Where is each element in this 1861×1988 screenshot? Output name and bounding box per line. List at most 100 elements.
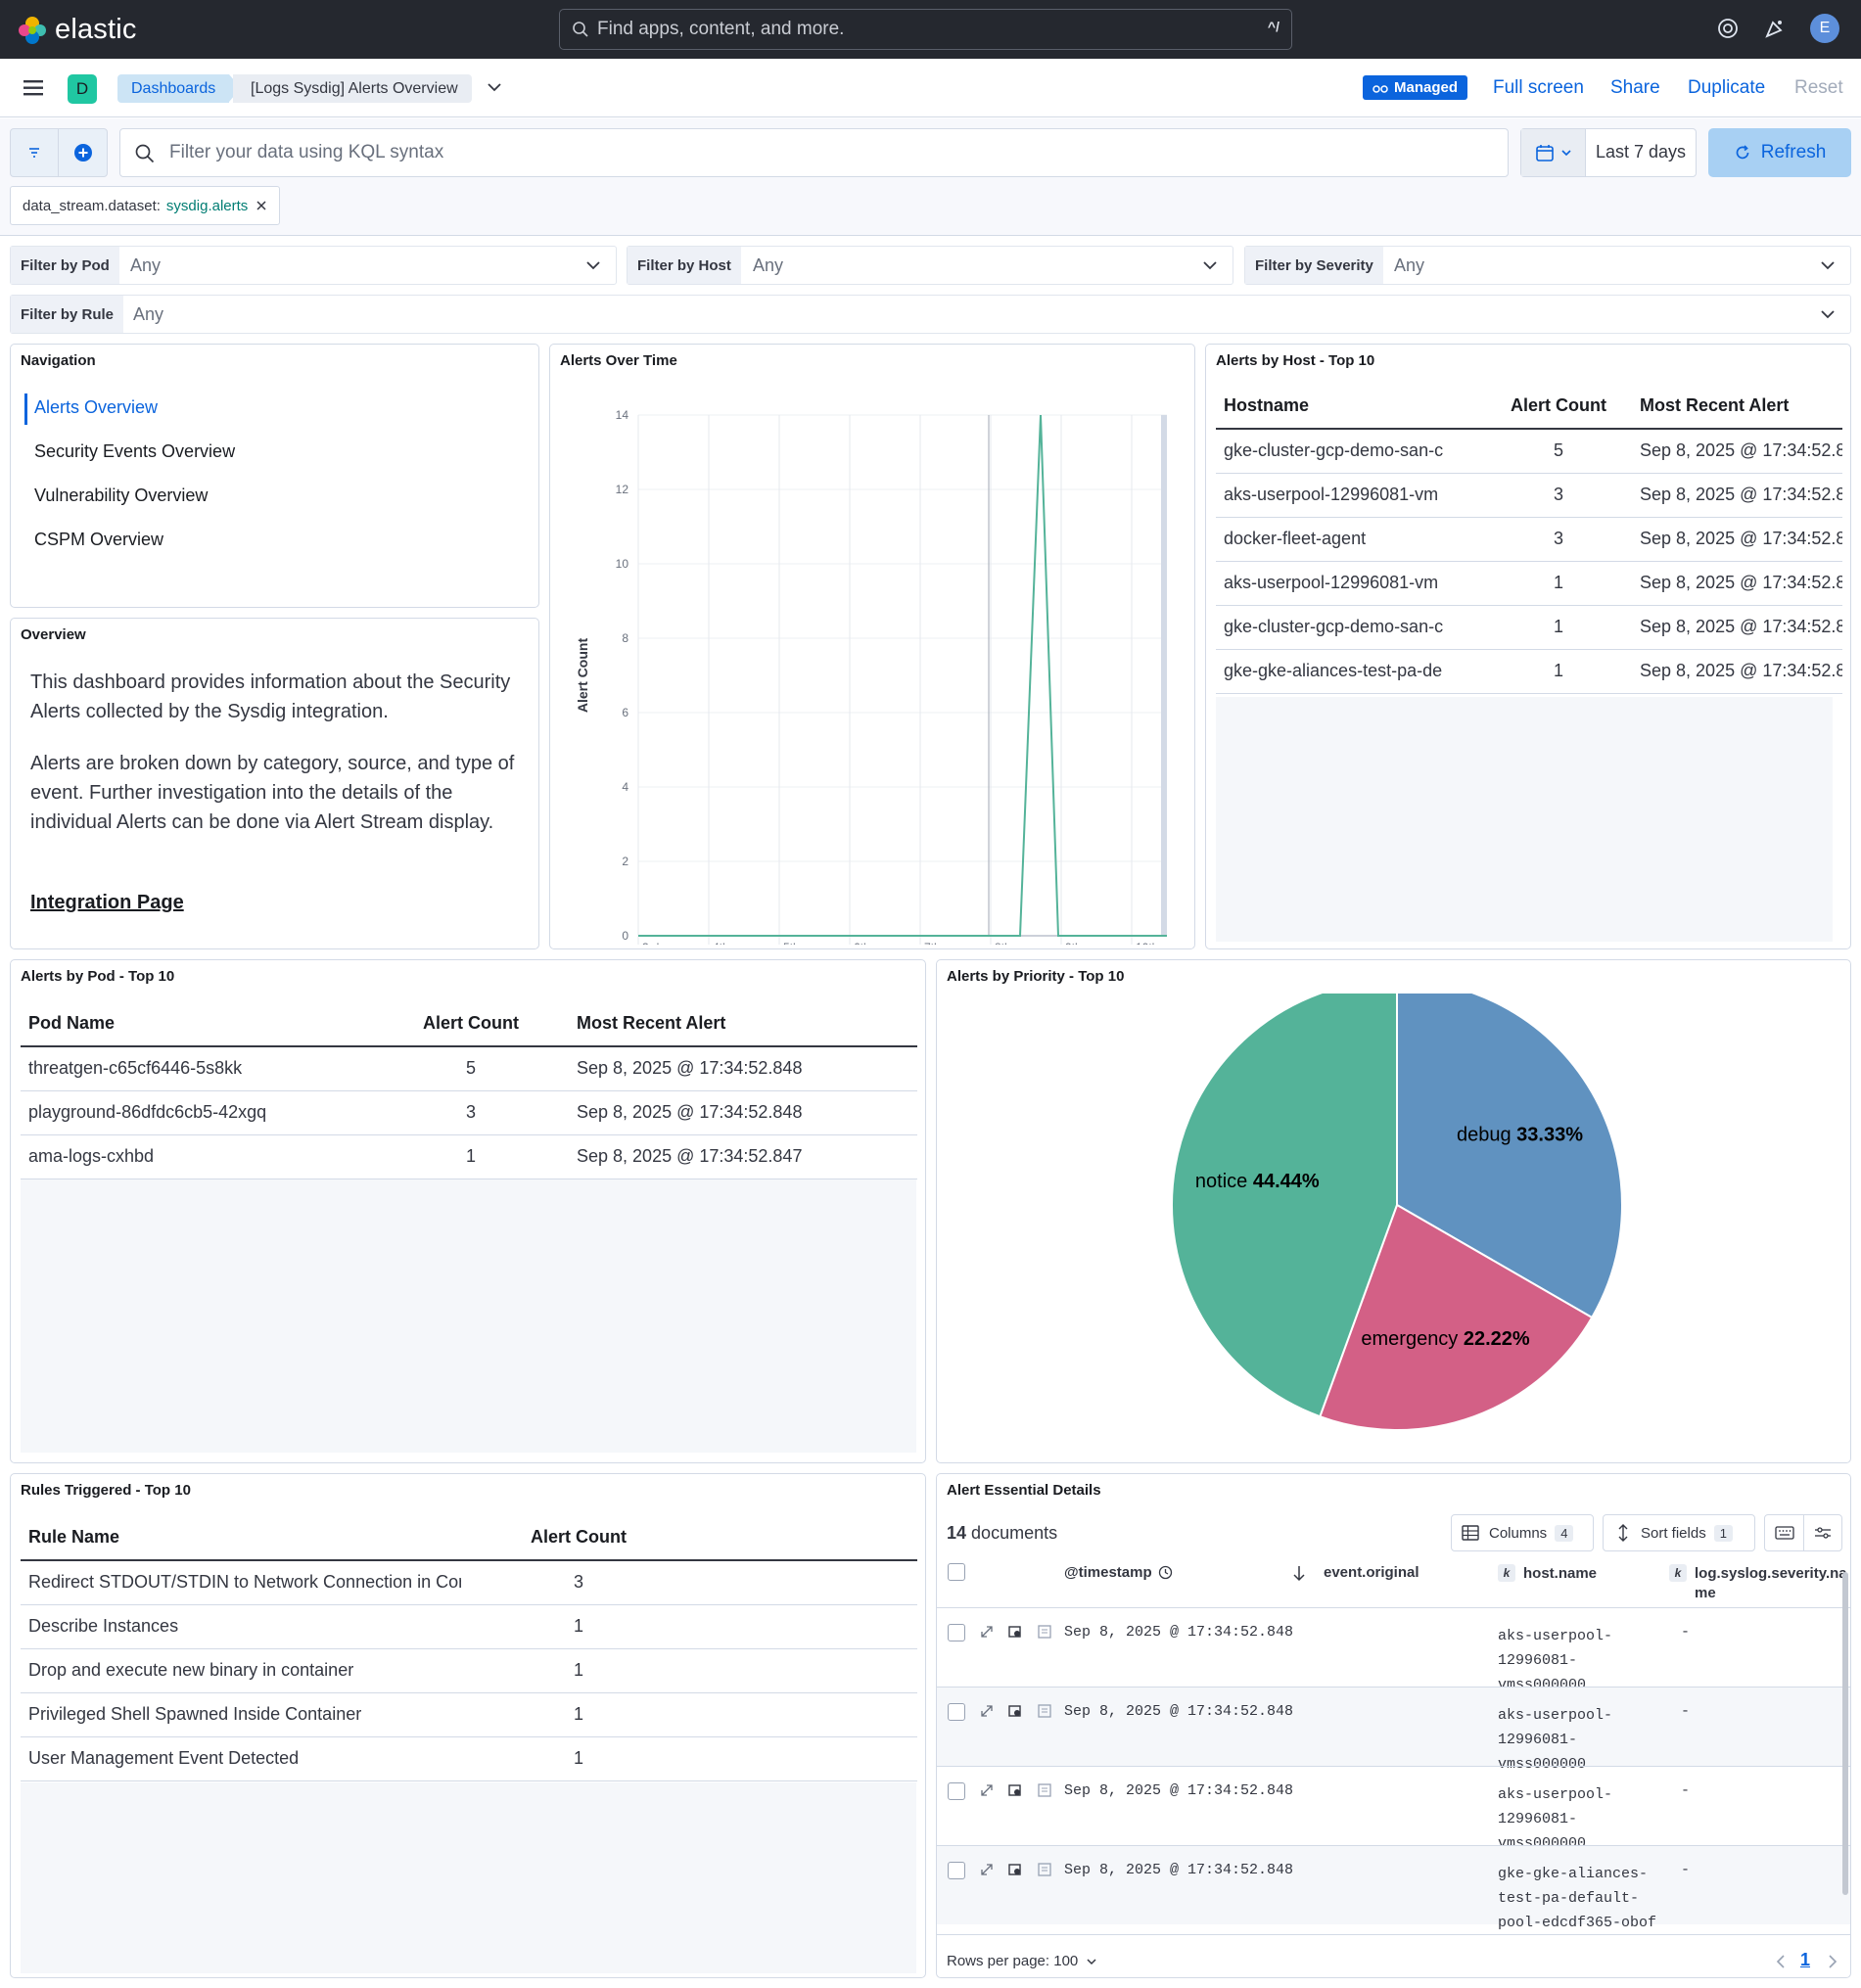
chevron-right-icon[interactable] <box>1826 1954 1839 1969</box>
column-header-event-original[interactable]: event.original <box>1324 1564 1419 1581</box>
hosts-table: Hostname Alert Count Most Recent Alert g… <box>1216 384 1842 694</box>
control-filter-by-severity[interactable]: Filter by Severity Any <box>1244 246 1851 285</box>
kql-query-input[interactable]: Filter your data using KQL syntax <box>119 128 1509 177</box>
sort-fields-count: 1 <box>1713 1524 1733 1542</box>
investigate-icon[interactable] <box>1007 1862 1023 1877</box>
keyboard-shortcuts-button[interactable] <box>1765 1515 1804 1550</box>
breadcrumb-dashboards[interactable]: Dashboards <box>117 74 242 103</box>
data-grid-row[interactable]: Sep 8, 2025 @ 17:34:52.848 aks-userpool- 1… <box>937 1607 1850 1693</box>
global-search-input[interactable]: Find apps, content, and more. ^/ <box>559 9 1292 50</box>
column-header[interactable]: Alert Count <box>461 1515 696 1561</box>
elastic-logo[interactable]: elastic <box>18 14 137 46</box>
nav-link-vulnerability[interactable]: Vulnerability Overview <box>34 485 209 505</box>
cell-host-name: aks-userpool- 12996081- vmss000000 <box>1498 1782 1612 1856</box>
expand-icon[interactable] <box>979 1624 995 1640</box>
expand-icon[interactable] <box>979 1782 995 1798</box>
expand-icon[interactable] <box>979 1703 995 1719</box>
sort-fields-button[interactable]: Sort fields 1 <box>1603 1514 1755 1551</box>
help-icon[interactable] <box>1716 17 1740 40</box>
nav-link-security-events[interactable]: Security Events Overview <box>34 441 236 461</box>
managed-badge: Managed <box>1363 75 1468 100</box>
investigate-icon[interactable] <box>1007 1703 1023 1719</box>
column-header[interactable]: Hostname <box>1216 384 1485 430</box>
row-checkbox[interactable] <box>948 1703 965 1721</box>
news-feed-icon[interactable] <box>1763 17 1787 40</box>
column-header[interactable]: Rule Name <box>21 1515 461 1561</box>
chevron-down-icon <box>1203 261 1217 270</box>
control-filter-by-host[interactable]: Filter by Host Any <box>627 246 1233 285</box>
table-cell: 1 <box>461 1736 696 1781</box>
data-grid-row[interactable]: Sep 8, 2025 @ 17:34:52.848 gke-gke-alianc… <box>937 1845 1850 1931</box>
alert-essential-details-panel: Alert Essential Details 14 documents Col… <box>936 1473 1851 1978</box>
quick-select-button[interactable] <box>1521 129 1586 176</box>
column-header[interactable]: Most Recent Alert <box>569 1001 917 1047</box>
row-checkbox[interactable] <box>948 1782 965 1800</box>
close-icon[interactable] <box>256 200 267 211</box>
duplicate-button[interactable]: Duplicate <box>1688 77 1766 98</box>
control-label: Filter by Rule <box>11 296 124 333</box>
pie-slice-notice[interactable] <box>1171 994 1398 1418</box>
y-tick-label: 14 <box>616 408 629 422</box>
column-header[interactable]: Pod Name <box>21 1001 373 1047</box>
column-header-severity[interactable]: k log.syslog.severity.name <box>1669 1564 1850 1603</box>
expand-icon[interactable] <box>979 1862 995 1877</box>
data-grid-row[interactable]: Sep 8, 2025 @ 17:34:52.848 aks-userpool- 1… <box>937 1687 1850 1773</box>
column-header[interactable]: Alert Count <box>373 1001 569 1047</box>
add-filter-button[interactable] <box>58 128 108 177</box>
table-cell: Sep 8, 2025 @ 17:34:52.848 <box>1632 649 1842 694</box>
chevron-left-icon[interactable] <box>1774 1954 1788 1969</box>
column-header-timestamp[interactable]: @timestamp <box>1064 1564 1173 1581</box>
filter-pill[interactable]: data_stream.dataset: sysdig.alerts <box>10 186 281 225</box>
select-all-checkbox[interactable] <box>948 1563 965 1581</box>
user-avatar[interactable]: E <box>1810 14 1839 43</box>
column-header-label: @timestamp <box>1064 1564 1152 1581</box>
cell-host-name: gke-gke-aliances-test-pa-default-pool-ed… <box>1498 1862 1656 1935</box>
filter-menu-button[interactable] <box>10 128 59 177</box>
alerts-by-priority-chart[interactable]: debug 33.33% emergency 22.22% notice 44.44… <box>941 994 1846 1458</box>
panel-title: Alerts by Host - Top 10 <box>1216 352 1375 369</box>
menu-icon[interactable] <box>23 78 45 98</box>
data-grid-row[interactable]: Sep 8, 2025 @ 17:34:52.848 aks-userpool- 1… <box>937 1766 1850 1852</box>
scrollbar[interactable] <box>1842 1572 1848 1895</box>
nav-link-cspm[interactable]: CSPM Overview <box>34 530 164 549</box>
table-cell: 5 <box>373 1046 569 1091</box>
date-picker[interactable]: Last 7 days <box>1520 128 1697 177</box>
x-tick-label: 5th <box>783 941 800 945</box>
investigate-icon[interactable] <box>1007 1624 1023 1640</box>
y-tick-label: 6 <box>622 706 628 719</box>
document-icon[interactable] <box>1037 1782 1052 1798</box>
table-empty-area <box>21 1179 916 1453</box>
document-icon[interactable] <box>1037 1703 1052 1719</box>
space-badge[interactable]: D <box>68 74 97 104</box>
refresh-button[interactable]: Refresh <box>1708 128 1851 177</box>
column-header[interactable]: Alert Count <box>1485 384 1632 430</box>
document-icon[interactable] <box>1037 1624 1052 1640</box>
alerts-over-time-chart[interactable]: 024681012143rd4th5th6th7th8th9th10thSept… <box>552 382 1188 945</box>
table-cell: 3 <box>461 1560 696 1605</box>
pie-slice-emergency[interactable] <box>1319 1203 1594 1431</box>
table-row: aks-userpool-12996081-vm 1 Sep 8, 2025 @ 1… <box>1216 561 1842 606</box>
row-checkbox[interactable] <box>948 1862 965 1879</box>
control-value: Any <box>1394 255 1425 275</box>
chevron-down-icon <box>586 261 600 270</box>
rows-per-page-select[interactable]: Rows per page: 100 <box>947 1953 1097 1969</box>
control-filter-by-pod[interactable]: Filter by Pod Any <box>10 246 617 285</box>
page-number[interactable]: 1 <box>1800 1950 1811 1969</box>
column-header-host-name[interactable]: k host.name <box>1498 1564 1597 1582</box>
sort-descending-icon[interactable] <box>1292 1564 1306 1582</box>
control-filter-by-rule[interactable]: Filter by Rule Any <box>10 295 1851 334</box>
table-cell: gke-cluster-gcp-demo-san-c <box>1216 429 1485 474</box>
display-settings-button[interactable] <box>1804 1515 1841 1550</box>
integration-page-link[interactable]: Integration Page <box>30 892 184 913</box>
share-button[interactable]: Share <box>1610 77 1660 98</box>
full-screen-button[interactable]: Full screen <box>1493 77 1584 98</box>
investigate-icon[interactable] <box>1007 1782 1023 1798</box>
nav-link-alerts-overview[interactable]: Alerts Overview <box>34 397 159 417</box>
column-header[interactable]: Most Recent Alert <box>1632 384 1842 430</box>
reset-button[interactable]: Reset <box>1794 77 1843 98</box>
document-icon[interactable] <box>1037 1862 1052 1877</box>
row-checkbox[interactable] <box>948 1624 965 1641</box>
columns-button[interactable]: Columns 4 <box>1451 1514 1594 1551</box>
chevron-down-icon[interactable] <box>486 78 503 96</box>
table-cell-filler <box>696 1736 917 1781</box>
